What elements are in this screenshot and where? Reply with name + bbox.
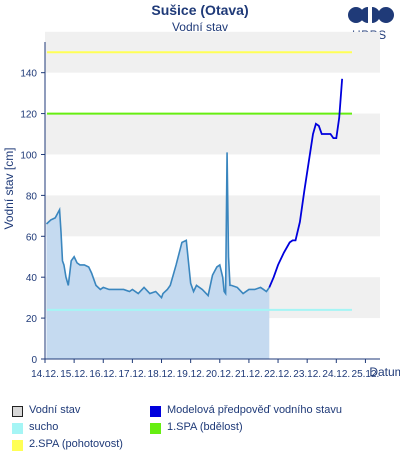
x-tick-label: 15.12. [60,369,88,380]
x-tick-label: 16.12. [89,369,117,380]
x-tick-label: 25.12. [352,369,380,380]
grid-band [45,195,380,237]
y-tick-label: 40 [26,273,38,284]
y-tick-label: 60 [26,232,38,243]
x-tick-label: 18.12. [148,369,176,380]
observed-line [45,152,270,300]
y-tick-label: 140 [20,69,37,80]
x-tick-label: 17.12. [118,369,146,380]
x-axis-label: Datum [369,365,400,379]
x-tick-label: 19.12. [177,369,205,380]
x-tick-label: 22.12. [264,369,292,380]
y-tick-label: 0 [31,355,37,366]
forecast-line [268,78,344,288]
x-tick-label: 14.12. [31,369,59,380]
y-tick-label: 100 [20,150,37,161]
observed-area [46,152,270,359]
hpps-logo-icon [348,7,394,23]
y-tick-label: 20 [26,314,38,325]
chart-subtitle: Vodní stav [171,20,229,34]
x-tick-label: 23.12. [293,369,321,380]
y-axis-label: Vodní stav [cm] [2,147,16,229]
y-tick-label: 80 [26,191,38,202]
y-tick-label: 120 [20,110,37,121]
x-tick-label: 20.12. [206,369,234,380]
chart-title: Sušice (Otava) [151,2,249,18]
x-tick-label: 24.12. [322,369,350,380]
x-tick-label: 21.12. [235,369,263,380]
